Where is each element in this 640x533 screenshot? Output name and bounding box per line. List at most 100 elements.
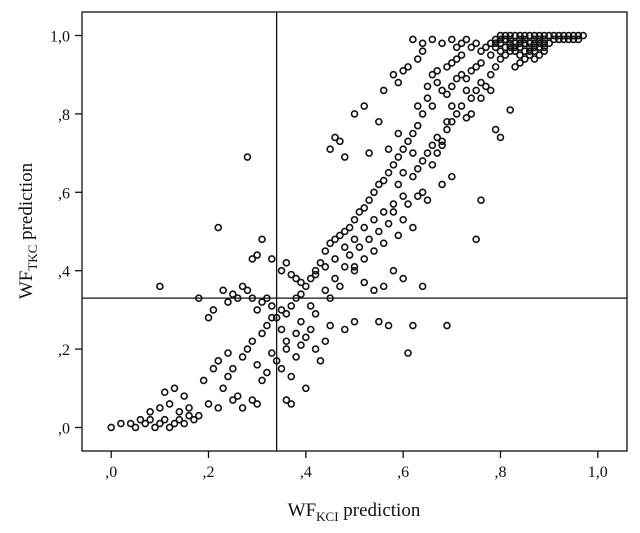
data-point (433, 149, 442, 157)
data-point (219, 384, 227, 393)
data-point (384, 219, 393, 228)
data-point (443, 117, 451, 126)
data-point (486, 86, 495, 95)
x-axis-label-main: WF (288, 500, 317, 521)
data-point (457, 70, 466, 79)
data-point (263, 294, 271, 302)
data-point (525, 51, 534, 59)
data-point (316, 259, 325, 267)
data-point (345, 251, 354, 259)
data-point (452, 110, 461, 118)
data-point (423, 94, 432, 103)
data-point (448, 117, 456, 126)
data-point (365, 235, 373, 244)
data-point (238, 282, 247, 291)
data-point (185, 411, 193, 420)
data-point (525, 31, 534, 40)
data-point (472, 63, 480, 71)
data-point (511, 63, 519, 71)
data-point (321, 286, 330, 295)
data-point (311, 310, 320, 318)
data-point (413, 192, 422, 201)
data-point (214, 223, 223, 232)
data-point (340, 153, 349, 161)
data-point (428, 70, 437, 79)
data-point (311, 345, 320, 353)
data-point (569, 31, 578, 40)
data-point (340, 227, 349, 236)
data-point (564, 35, 573, 44)
data-point (491, 35, 500, 44)
data-point (204, 313, 213, 322)
data-point (399, 192, 407, 201)
data-point (404, 63, 412, 71)
data-point (370, 286, 378, 295)
data-point (482, 82, 490, 91)
data-point (267, 255, 276, 263)
data-point (433, 78, 442, 87)
data-point (126, 419, 135, 428)
y-tick-label: ,4 (58, 264, 70, 281)
data-point (209, 364, 218, 373)
data-point (282, 337, 291, 346)
data-point (404, 349, 412, 357)
data-point (277, 325, 286, 334)
data-point (448, 82, 456, 91)
data-point (413, 121, 422, 130)
data-point (511, 39, 519, 48)
data-point (248, 294, 257, 302)
data-point (521, 47, 529, 55)
data-point (545, 31, 553, 40)
data-point (530, 39, 539, 48)
data-point (394, 78, 403, 87)
data-point (525, 39, 534, 48)
y-axis-label-sub: TKC (25, 245, 40, 271)
data-point (423, 82, 432, 91)
data-point (516, 31, 524, 40)
data-point (375, 317, 383, 326)
data-point (394, 153, 403, 161)
data-point (477, 47, 485, 55)
data-point (389, 161, 398, 169)
data-point (477, 78, 485, 87)
data-point (394, 129, 403, 138)
data-point (452, 43, 461, 52)
data-point (311, 266, 320, 275)
data-point (165, 400, 174, 408)
data-point (243, 286, 252, 295)
data-point (506, 43, 515, 52)
data-point (472, 86, 480, 95)
data-point (243, 345, 252, 353)
data-points (107, 31, 588, 432)
data-point (477, 59, 485, 67)
data-point (287, 400, 296, 408)
data-point (267, 349, 276, 357)
data-point (399, 66, 407, 75)
x-axis-label-suffix: prediction (339, 500, 421, 521)
data-point (462, 114, 471, 122)
data-point (418, 39, 427, 48)
data-point (448, 102, 456, 110)
data-point (297, 290, 305, 299)
data-point (389, 208, 398, 216)
data-point (165, 423, 174, 432)
data-point (379, 86, 388, 95)
y-tick-label: ,6 (58, 185, 70, 202)
data-point (117, 419, 125, 428)
data-point (379, 208, 388, 216)
data-point (413, 164, 422, 173)
data-point (516, 51, 524, 59)
data-point (535, 43, 544, 52)
data-point (321, 247, 330, 255)
data-point (399, 168, 407, 177)
data-point (326, 145, 334, 153)
data-point (292, 274, 300, 283)
data-point (360, 223, 369, 232)
data-point (199, 376, 208, 385)
data-point (413, 55, 422, 63)
data-point (292, 294, 300, 302)
data-point (365, 149, 373, 157)
data-point (253, 251, 261, 259)
data-point (482, 43, 490, 52)
data-point (258, 329, 266, 338)
